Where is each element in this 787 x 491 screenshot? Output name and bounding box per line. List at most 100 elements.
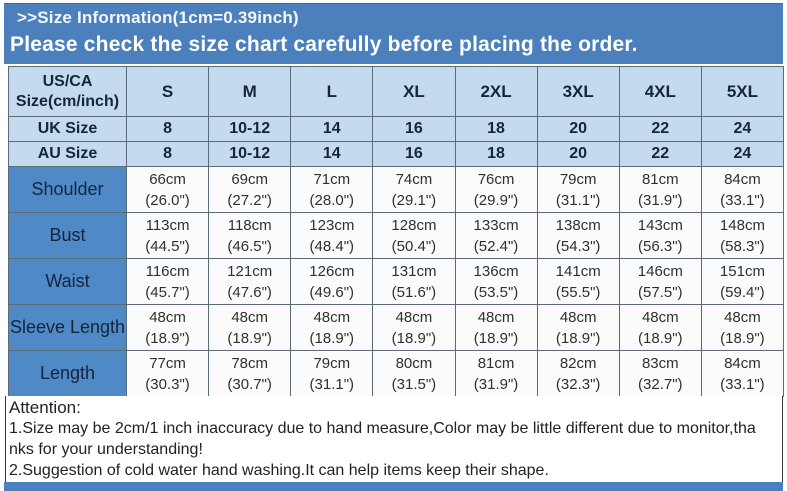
size-value-cell: 24 [700,141,785,167]
inch-value: (46.5") [227,237,272,255]
size-header-5xl: 5XL [700,66,785,117]
measurement-cell: 76cm (29.9") [454,166,538,213]
cm-value: 48cm [313,308,351,326]
inch-value: (49.6") [309,283,355,301]
inch-value: (45.7") [145,283,190,301]
inch-value: (31.1") [309,375,355,393]
page-title: >>Size Information(1cm=0.39inch) [17,8,299,27]
inch-value: (33.1") [720,375,765,393]
measurement-cell: 131cm (51.6") [372,258,456,305]
measurement-cell: 78cm (30.7") [208,350,292,397]
size-value-cell: 16 [372,116,456,142]
inch-value: (51.6") [391,283,437,301]
measurement-cell: 146cm (57.5") [618,258,702,305]
corner-header-line: US/CA [42,72,93,90]
inch-value: (28.0") [309,191,355,209]
size-value-cell: 18 [454,116,538,142]
cm-value: 131cm [391,262,437,280]
inch-value: (50.4") [391,237,437,255]
cm-value: 80cm [395,354,433,372]
measurement-cell: 66cm (26.0") [125,166,210,213]
attention-section: Attention: 1.Size may be 2cm/1 inch inac… [5,396,783,482]
cm-value: 143cm [637,216,683,234]
cm-value: 82cm [559,354,597,372]
inch-value: (27.2") [227,191,272,209]
cm-value: 81cm [477,354,515,372]
size-value-cell: 20 [536,141,620,167]
table-row-waist: Waist 116cm (45.7") 121cm (47.6") 126cm (49.6"… [8,258,785,305]
cm-value: 76cm [477,170,515,188]
row-label-waist: Waist [8,258,127,305]
measurement-cell: 113cm (44.5") [125,212,210,259]
bottom-blue-bar [4,482,783,491]
measurement-cell: 79cm (31.1") [536,166,620,213]
cm-value: 48cm [149,308,186,326]
inch-value: (31.9") [473,375,519,393]
cm-value: 78cm [231,354,269,372]
inch-value: (18.9") [227,329,272,347]
cm-value: 116cm [145,262,190,280]
row-label-au-size: AU Size [8,141,127,167]
inch-value: (18.9") [309,329,355,347]
cm-value: 84cm [724,354,761,372]
inch-value: (52.4") [473,237,519,255]
cm-value: 48cm [724,308,761,326]
cm-value: 123cm [309,216,355,234]
table-row-uk-size: UK Size 8 10-12 14 16 18 20 22 24 [8,116,785,142]
inch-value: (29.9") [473,191,519,209]
attention-line: 1.Size may be 2cm/1 inch inaccuracy due … [9,420,756,437]
size-table-body: UK Size 8 10-12 14 16 18 20 22 24 AU Size 8 10-12 14… [8,116,785,397]
cm-value: 48cm [641,308,679,326]
cm-value: 126cm [309,262,355,280]
banner-subtitle: Please check the size chart carefully be… [10,33,638,56]
inch-value: (47.6") [227,283,272,301]
inch-value: (30.7") [227,375,272,393]
size-table-head: US/CA Size(cm/inch) S M L XL 2XL 3XL 4XL 5XL [8,66,785,117]
measurement-cell: 48cm (18.9") [208,304,292,351]
header-row: US/CA Size(cm/inch) S M L XL 2XL 3XL 4XL 5XL [8,66,785,117]
size-header-3xl: 3XL [536,66,620,117]
inch-value: (31.1") [555,191,601,209]
measurement-cell: 126cm (49.6") [290,258,374,305]
size-header-l: L [290,66,374,117]
attention-line: nks for your understanding! [9,441,203,458]
cm-value: 133cm [473,216,519,234]
cm-value: 113cm [145,216,190,234]
measurement-cell: 81cm (31.9") [454,350,538,397]
inch-value: (30.3") [145,375,190,393]
measurement-cell: 141cm (55.5") [536,258,620,305]
inch-value: (18.9") [145,329,190,347]
cm-value: 79cm [559,170,597,188]
cm-value: 74cm [395,170,433,188]
inch-value: (44.5") [145,237,190,255]
measurement-cell: 48cm (18.9") [536,304,620,351]
measurement-cell: 84cm (33.1") [700,166,785,213]
attention-lines: 1.Size may be 2cm/1 inch inaccuracy due … [6,418,782,481]
cm-value: 81cm [641,170,679,188]
table-row-au-size: AU Size 8 10-12 14 16 18 20 22 24 [8,141,785,167]
cm-value: 138cm [555,216,601,234]
inch-value: (18.9") [720,329,765,347]
inch-value: (54.3") [555,237,601,255]
measurement-cell: 48cm (18.9") [700,304,785,351]
size-value-cell: 8 [125,116,210,142]
inch-value: (33.1") [720,191,765,209]
measurement-cell: 48cm (18.9") [454,304,538,351]
measurement-cell: 48cm (18.9") [125,304,210,351]
cm-value: 118cm [227,216,272,234]
size-value-cell: 18 [454,141,538,167]
table-row-length: Length 77cm (30.3") 78cm (30.7") 79cm (31.1") 8… [8,350,785,397]
cm-value: 136cm [473,262,519,280]
inch-value: (18.9") [473,329,519,347]
measurement-cell: 143cm (56.3") [618,212,702,259]
size-chart-table: US/CA Size(cm/inch) S M L XL 2XL 3XL 4XL 5XL UK S… [8,66,785,397]
attention-line: 2.Suggestion of cold water hand washing.… [9,462,549,479]
inch-value: (26.0") [145,191,190,209]
inch-value: (32.7") [638,375,683,393]
size-header-2xl: 2XL [454,66,538,117]
measurement-cell: 116cm (45.7") [125,258,210,305]
corner-header-cell: US/CA Size(cm/inch) [8,66,127,117]
cm-value: 151cm [719,262,765,280]
inch-value: (59.4") [720,283,765,301]
inch-value: (29.1") [391,191,437,209]
